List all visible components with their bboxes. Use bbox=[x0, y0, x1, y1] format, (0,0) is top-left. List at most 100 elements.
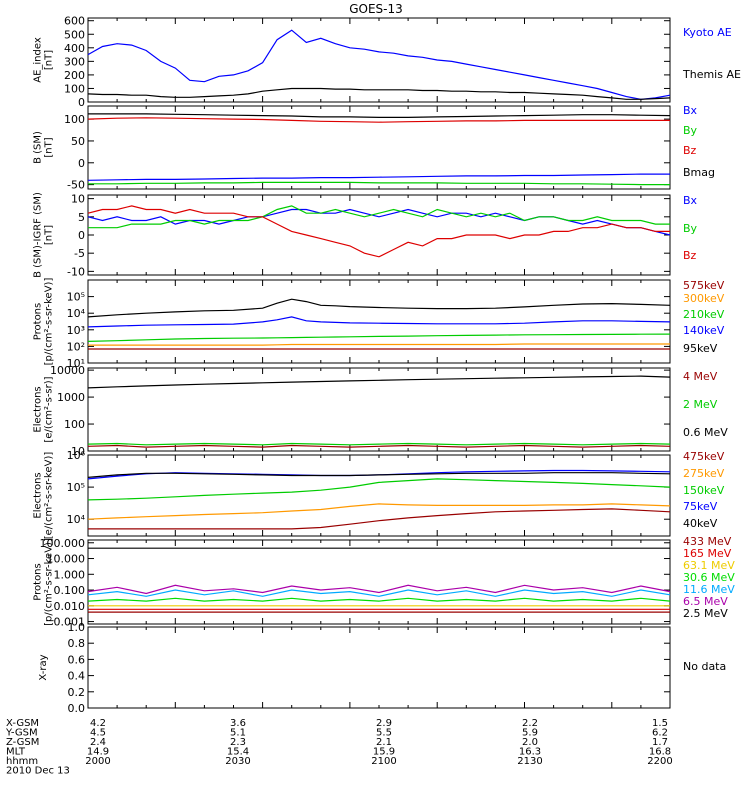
series-line-themis-ae bbox=[87, 87, 671, 100]
footer-row-label: MLT bbox=[6, 747, 26, 758]
legend-label: Kyoto AE bbox=[683, 26, 732, 39]
y-axis-label: [e/(cm²-s-sr)] bbox=[44, 376, 55, 442]
y-tick-label: 500 bbox=[64, 28, 85, 41]
y-tick-label: 0 bbox=[78, 229, 85, 242]
footer-value: 4.5 bbox=[90, 728, 106, 739]
footer-value: 2.1 bbox=[376, 737, 392, 748]
legend-label: 6.5 MeV bbox=[683, 595, 728, 608]
legend-label: 40keV bbox=[683, 517, 718, 530]
y-axis-label: B (SM)-IGRF (SM) bbox=[33, 192, 44, 278]
panel-frame bbox=[87, 539, 671, 625]
series-line-2-mev bbox=[87, 442, 671, 446]
y-axis-label: [p/(cm²-s-sr-keV)] bbox=[44, 538, 55, 626]
y-tick-label: 100 bbox=[64, 113, 85, 126]
y-tick-label: 0.0 bbox=[68, 702, 86, 715]
footer-value: 2.9 bbox=[376, 718, 392, 729]
y-tick-label: -50 bbox=[67, 179, 85, 192]
legend-label: Themis AE bbox=[682, 68, 741, 81]
y-axis-label: Protons bbox=[33, 303, 44, 340]
series-line-95kev bbox=[87, 298, 671, 318]
footer-value: 2.4 bbox=[90, 737, 106, 748]
footer-value: 5.5 bbox=[376, 728, 392, 739]
y-tick-label: 100.000 bbox=[40, 537, 86, 550]
y-axis-label: [nT] bbox=[44, 137, 55, 157]
footer-value: 3.6 bbox=[230, 718, 246, 729]
legend-label: 433 MeV bbox=[683, 535, 732, 548]
y-tick-label: 0.2 bbox=[68, 686, 86, 699]
footer-value: 1.5 bbox=[652, 718, 668, 729]
y-tick-label: 100 bbox=[64, 418, 85, 431]
y-axis-label: B (SM) bbox=[33, 131, 44, 164]
legend-label: Bz bbox=[683, 249, 697, 262]
y-axis-label: Electrons bbox=[33, 472, 44, 518]
legend-label: Bx bbox=[683, 104, 698, 117]
legend-label: 300keV bbox=[683, 292, 725, 305]
footer-value: 2.3 bbox=[230, 737, 246, 748]
series-line-300kev bbox=[88, 343, 670, 346]
y-axis-label: [nT] bbox=[44, 50, 55, 70]
legend-label: Bmag bbox=[683, 166, 715, 179]
series-line-210kev bbox=[87, 333, 671, 342]
panel-6: 10⁴ 10⁵ 10⁶ Electrons [e/(cm²-s-sr-keV)] 475k… bbox=[33, 449, 725, 539]
legend-label: 275keV bbox=[683, 467, 725, 480]
panel-frame bbox=[87, 279, 671, 364]
series-line-kyoto-ae bbox=[87, 29, 671, 100]
footer-date: 2010 Dec 13 bbox=[6, 766, 70, 777]
footer-value: 16.3 bbox=[519, 747, 541, 758]
y-tick-label: 1.0 bbox=[68, 621, 86, 634]
series-line-bx bbox=[87, 208, 671, 236]
footer-row-label: X-GSM bbox=[6, 718, 39, 729]
y-tick-label: 10000 bbox=[50, 364, 85, 377]
y-tick-label: 400 bbox=[64, 42, 85, 55]
footer-row-label: hhmm bbox=[6, 756, 38, 767]
footer-value: 2000 bbox=[85, 756, 110, 767]
y-axis-label: [p/(cm²-s-sr-keV)] bbox=[44, 278, 55, 366]
legend-label: 11.6 MeV bbox=[683, 583, 735, 596]
footer-row-label: Z-GSM bbox=[6, 737, 39, 748]
footer-value: 2130 bbox=[517, 756, 542, 767]
footer-value: 2030 bbox=[225, 756, 250, 767]
legend-label: 165 MeV bbox=[683, 547, 732, 560]
y-tick-label: -5 bbox=[74, 247, 85, 260]
y-tick-label: 0 bbox=[78, 96, 85, 109]
panel-frame bbox=[87, 454, 671, 537]
panel-8: 0.0 0.2 0.4 0.6 0.8 1.0 X-ray No data bbox=[38, 621, 726, 715]
footer-value: 15.4 bbox=[227, 747, 249, 758]
panel-3: -10 -5 0 5 10 B (SM)-IGRF (SM) [nT] Bx By Bz bbox=[33, 192, 698, 278]
series-line-40kev bbox=[87, 472, 671, 478]
panel-2: -50 0 50 100 B (SM) [nT] Bx By Bz Bmag bbox=[33, 104, 716, 192]
footer-value: 16.8 bbox=[649, 747, 671, 758]
y-tick-label: 10.000 bbox=[47, 553, 86, 566]
footer-value: 4.2 bbox=[90, 718, 106, 729]
y-axis-label: X-ray bbox=[38, 654, 49, 680]
series-line-140kev bbox=[87, 316, 671, 328]
legend-label: 75keV bbox=[683, 500, 718, 513]
y-tick-label: 5 bbox=[78, 211, 85, 224]
y-axis-label: [e/(cm²-s-sr-keV)] bbox=[44, 452, 55, 540]
legend-label: 2 MeV bbox=[683, 398, 718, 411]
series-line-275kev bbox=[87, 503, 671, 520]
legend-label: 140keV bbox=[683, 324, 725, 337]
panel-frame bbox=[87, 626, 671, 709]
series-line-by bbox=[88, 181, 670, 186]
footer-value: 1.7 bbox=[652, 737, 668, 748]
series-line-bz bbox=[87, 205, 670, 258]
legend-label: 30.6 MeV bbox=[683, 571, 735, 584]
y-tick-label: 10 bbox=[71, 445, 85, 458]
panel-4: 10¹ 10² 10³ 10⁴ 10⁵ Protons [p/(cm²-s-sr-keV)]… bbox=[33, 278, 725, 370]
series-line-bmag bbox=[88, 113, 671, 118]
y-axis-label: Protons bbox=[33, 563, 44, 600]
series-line-30-6-mev bbox=[87, 597, 671, 602]
y-tick-label: 10⁵ bbox=[67, 481, 85, 494]
y-tick-label: 10³ bbox=[67, 324, 85, 337]
y-tick-label: 10⁴ bbox=[67, 513, 86, 526]
y-tick-label: 0.4 bbox=[68, 670, 86, 683]
legend-label: 2.5 MeV bbox=[683, 607, 728, 620]
footer-value: 2100 bbox=[371, 756, 396, 767]
legend-label: By bbox=[683, 222, 698, 235]
legend-label: 4 MeV bbox=[683, 370, 718, 383]
legend-label: 150keV bbox=[683, 484, 725, 497]
panel-7: 0.001 0.010 0.100 1.000 10.000 100.000 Protons… bbox=[33, 535, 736, 629]
